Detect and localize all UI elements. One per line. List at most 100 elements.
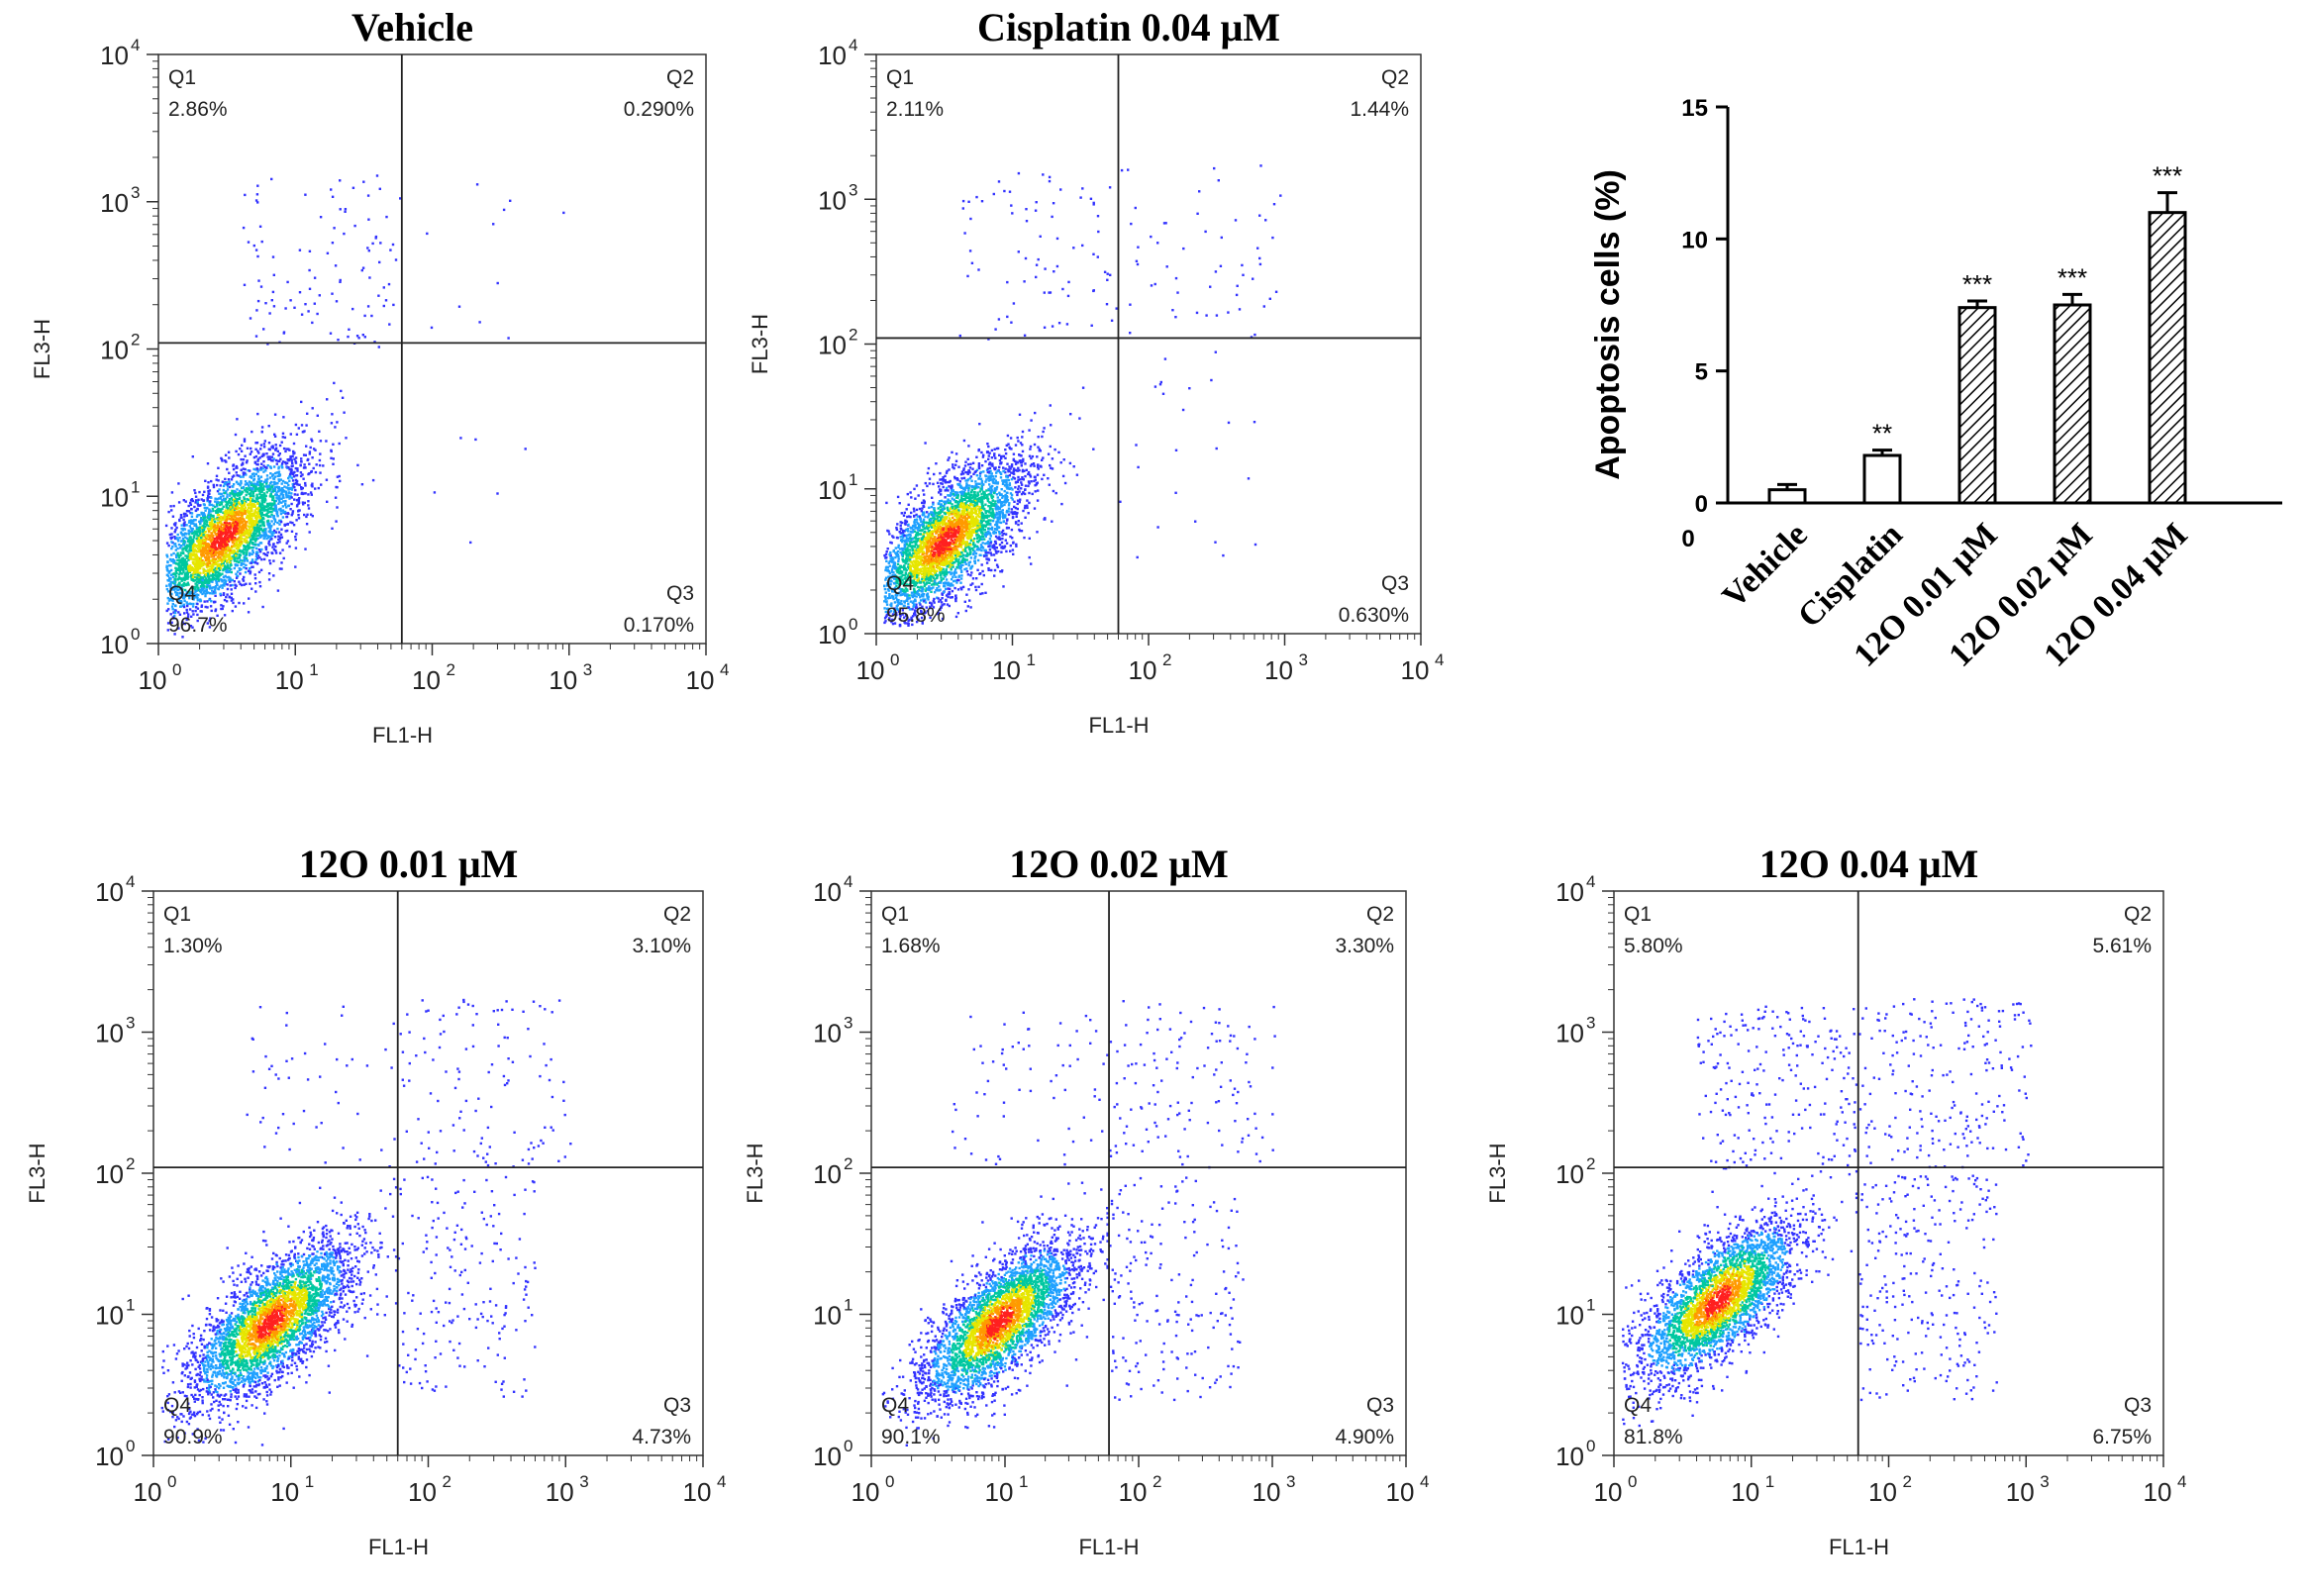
scatter-point	[991, 515, 994, 518]
scatter-point	[230, 570, 233, 574]
scatter-point	[214, 577, 218, 581]
scatter-point	[185, 533, 188, 536]
scatter-point	[971, 547, 974, 550]
scatter-point	[182, 568, 185, 571]
scatter-point	[228, 500, 231, 503]
scatter-point	[430, 326, 434, 330]
scatter-point	[267, 524, 270, 527]
scatter-point	[266, 464, 269, 467]
scatter-point	[932, 563, 935, 566]
scatter-point	[208, 518, 211, 521]
scatter-point	[344, 208, 348, 211]
scatter-point	[1032, 462, 1036, 465]
scatter-point	[272, 457, 275, 460]
scatter-point	[251, 565, 254, 568]
scatter-point	[202, 529, 205, 532]
scatter-point	[193, 571, 196, 574]
scatter-point	[270, 455, 273, 458]
scatter-point	[885, 603, 889, 606]
scatter-point	[192, 519, 195, 522]
scatter-point	[954, 555, 957, 558]
scatter-point	[179, 516, 182, 519]
scatter-point	[245, 490, 248, 493]
scatter-point	[976, 498, 979, 501]
scatter-point	[281, 479, 285, 483]
scatter-point	[174, 609, 177, 612]
scatter-point	[294, 461, 298, 464]
scatter-point	[197, 548, 200, 550]
scatter-point	[1001, 547, 1005, 549]
scatter-point	[231, 545, 234, 548]
scatter-point	[242, 473, 246, 476]
scatter-point	[207, 568, 210, 571]
scatter-point	[194, 609, 197, 613]
scatter-point	[251, 430, 253, 434]
scatter-point	[207, 489, 210, 493]
scatter-point	[260, 511, 263, 514]
scatter-point	[305, 445, 308, 448]
scatter-point	[261, 605, 264, 609]
scatter-point	[1027, 512, 1030, 515]
scatter-point	[213, 559, 216, 562]
scatter-point	[165, 553, 168, 556]
scatter-point	[904, 534, 907, 538]
scatter-point	[231, 583, 234, 587]
scatter-point	[257, 521, 260, 524]
scatter-point	[205, 538, 208, 541]
scatter-point	[1000, 456, 1003, 460]
scatter-point	[190, 512, 194, 515]
scatter-point	[242, 467, 245, 470]
scatter-point	[253, 529, 256, 532]
scatter-point	[256, 470, 259, 473]
scatter-point	[187, 613, 190, 616]
scatter-point	[204, 534, 207, 537]
scatter-point	[304, 492, 307, 495]
scatter-point	[217, 531, 220, 535]
scatter-point	[184, 573, 187, 577]
quadrant-q2-name: Q2	[666, 66, 694, 89]
scatter-point	[938, 485, 941, 488]
scatter-point	[255, 309, 258, 312]
scatter-point	[234, 504, 238, 508]
scatter-point	[1037, 467, 1040, 470]
scatter-point	[1061, 474, 1065, 478]
scatter-point	[290, 459, 293, 462]
scatter-point	[244, 526, 248, 529]
scatter-point	[229, 576, 232, 579]
scatter-point	[185, 571, 188, 574]
scatter-point	[249, 494, 252, 497]
scatter-point	[960, 496, 963, 500]
scatter-point	[286, 481, 289, 485]
scatter-point	[214, 552, 217, 556]
scatter-point	[212, 483, 215, 487]
scatter-point	[237, 497, 240, 501]
scatter-point	[252, 526, 256, 530]
scatter-point	[204, 545, 208, 549]
scatter-point	[264, 465, 267, 469]
scatter-point	[319, 216, 323, 219]
scatter-point	[236, 494, 240, 497]
scatter-point	[219, 543, 223, 546]
scatter-point	[190, 522, 193, 525]
scatter-point	[290, 464, 293, 468]
scatter-point	[213, 520, 217, 524]
scatter-point	[958, 499, 961, 502]
scatter-point	[259, 514, 262, 518]
scatter-point	[175, 526, 178, 530]
scatter-point	[200, 605, 203, 608]
scatter-point	[173, 611, 177, 615]
scatter-point	[231, 539, 234, 543]
scatter-point	[208, 492, 211, 495]
scatter-point	[169, 592, 172, 596]
scatter-point	[262, 507, 265, 510]
scatter-point	[915, 513, 918, 517]
scatter-point	[1063, 481, 1067, 485]
scatter-point	[268, 448, 271, 451]
scatter-point	[184, 546, 187, 549]
scatter-point	[178, 519, 181, 523]
scatter-point	[903, 546, 906, 549]
scatter-point	[252, 512, 255, 515]
scatter-point	[282, 511, 285, 514]
scatter-point	[953, 573, 955, 576]
scatter-point	[918, 601, 921, 605]
